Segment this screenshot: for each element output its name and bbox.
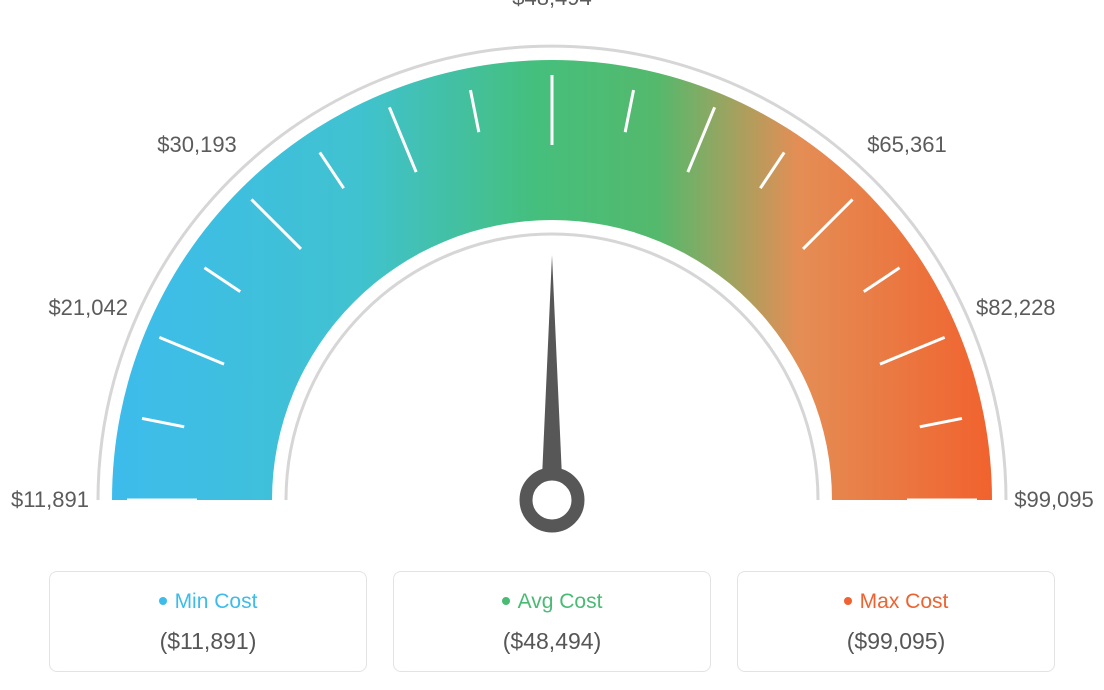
gauge-scale-label: $30,193 xyxy=(157,132,237,158)
legend-title: Avg Cost xyxy=(404,590,700,614)
legend-title-text: Avg Cost xyxy=(518,590,603,613)
legend-value: ($11,891) xyxy=(60,628,356,655)
legend-dot-icon xyxy=(844,597,852,605)
gauge-scale-label: $11,891 xyxy=(11,487,89,513)
legend-title: Min Cost xyxy=(60,590,356,614)
gauge-scale-label: $65,361 xyxy=(867,132,947,158)
legend-title: Max Cost xyxy=(748,590,1044,614)
gauge-scale-label: $21,042 xyxy=(48,295,128,321)
legend-row: Min Cost ($11,891) Avg Cost ($48,494) Max Co… xyxy=(0,571,1104,672)
gauge-scale-label: $99,095 xyxy=(1014,487,1094,513)
gauge-needle-hub xyxy=(526,474,578,526)
gauge-scale-label: $48,494 xyxy=(512,0,592,11)
legend-dot-icon xyxy=(502,597,510,605)
legend-value: ($48,494) xyxy=(404,628,700,655)
cost-gauge-infographic: { "gauge": { "type": "gauge", "cx": 552,… xyxy=(0,0,1104,690)
legend-card-max: Max Cost ($99,095) xyxy=(737,571,1055,672)
legend-value: ($99,095) xyxy=(748,628,1044,655)
gauge-svg xyxy=(0,0,1104,560)
gauge-needle xyxy=(541,255,563,500)
gauge-area: $11,891 $21,042 $30,193 $48,494 $65,361 $82,2… xyxy=(0,0,1104,560)
legend-dot-icon xyxy=(159,597,167,605)
legend-title-text: Min Cost xyxy=(175,590,258,613)
legend-title-text: Max Cost xyxy=(860,590,949,613)
gauge-scale-label: $82,228 xyxy=(976,295,1056,321)
legend-card-avg: Avg Cost ($48,494) xyxy=(393,571,711,672)
legend-card-min: Min Cost ($11,891) xyxy=(49,571,367,672)
